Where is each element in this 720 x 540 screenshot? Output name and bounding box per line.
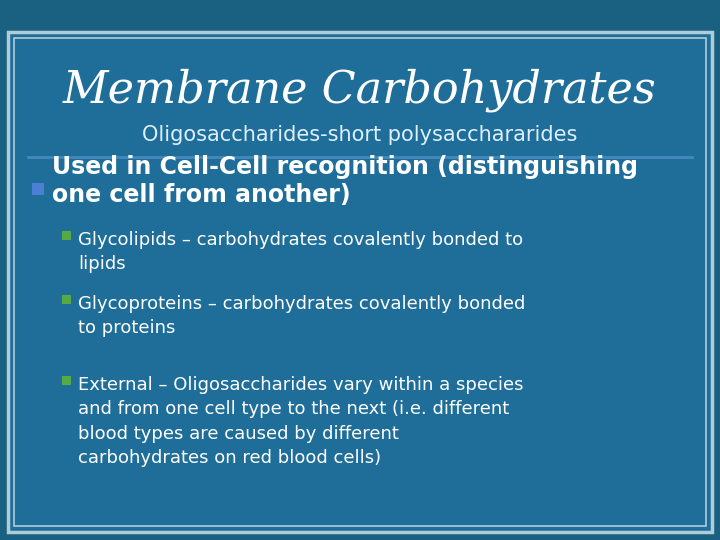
Bar	[62, 231, 71, 240]
Text: Glycolipids – carbohydrates covalently bonded to
lipids: Glycolipids – carbohydrates covalently b…	[78, 231, 523, 273]
Bar	[32, 183, 44, 195]
Bar	[62, 295, 71, 304]
Text: one cell from another): one cell from another)	[52, 183, 351, 207]
Bar	[62, 376, 71, 385]
Text: Glycoproteins – carbohydrates covalently bonded
to proteins: Glycoproteins – carbohydrates covalently…	[78, 295, 526, 338]
Text: Membrane Carbohydrates: Membrane Carbohydrates	[63, 68, 657, 112]
Text: External – Oligosaccharides vary within a species
and from one cell type to the : External – Oligosaccharides vary within …	[78, 376, 523, 467]
Text: Used in Cell-Cell recognition (distinguishing: Used in Cell-Cell recognition (distingui…	[52, 155, 638, 179]
Text: Oligosaccharides-short polysacchararides: Oligosaccharides-short polysacchararides	[143, 125, 577, 145]
